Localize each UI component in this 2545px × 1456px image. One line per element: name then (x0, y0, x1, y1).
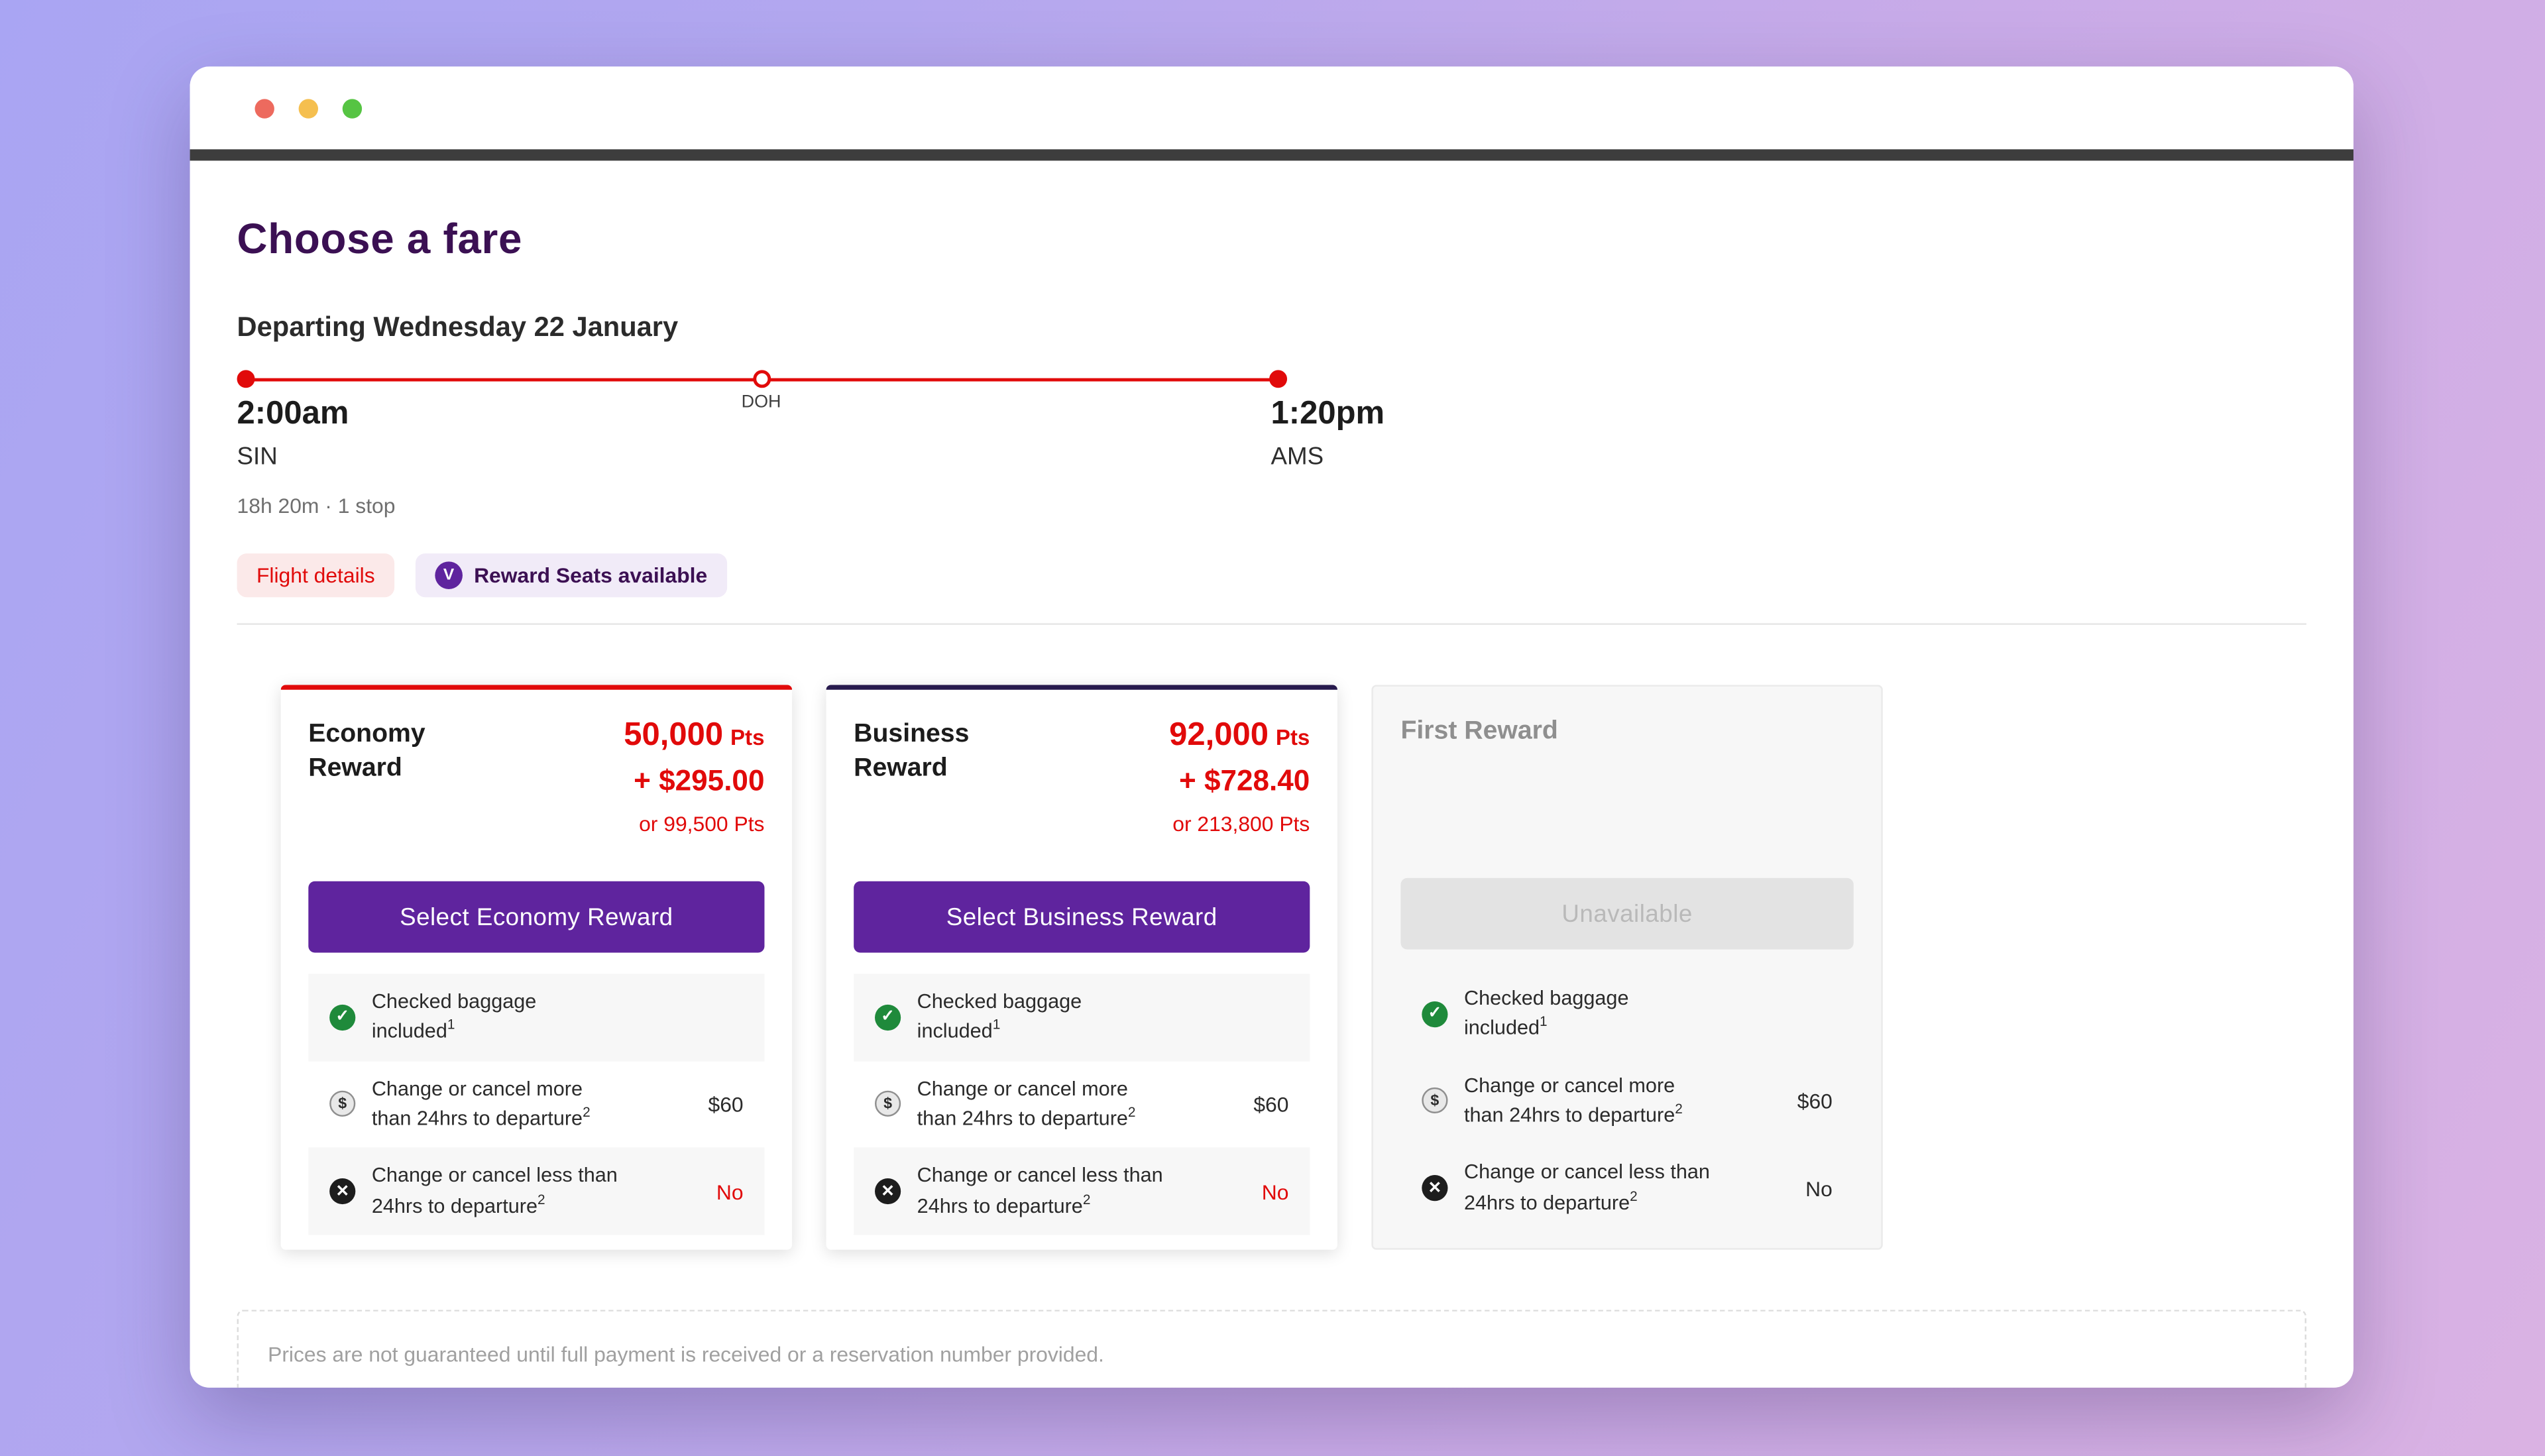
benefit-value: No (1261, 1179, 1289, 1204)
benefit-row: $ Change or cancel more than 24hrs to de… (308, 1061, 764, 1148)
check-icon: ✓ (875, 1004, 901, 1031)
cross-icon: ✕ (329, 1178, 356, 1205)
benefit-text: Checked baggage included1 (1463, 986, 1629, 1040)
fare-pricing: 50,000 Pts + $295.00 or 99,500 Pts (624, 717, 764, 881)
destination-dot (1269, 370, 1288, 388)
benefits-list: ✓ Checked baggage included1 $ Change or … (854, 974, 1310, 1235)
dollar-icon: $ (329, 1091, 356, 1118)
benefit-row: ✓ Checked baggage included1 (854, 974, 1310, 1061)
fare-card-header: Business Reward 92,000 Pts + $728.40 or … (854, 717, 1310, 881)
benefit-row: $ Change or cancel more than 24hrs to de… (1400, 1058, 1853, 1145)
fare-name: Business Reward (854, 720, 970, 783)
window-titlebar (190, 66, 2354, 150)
fare-points: 50,000 Pts (624, 717, 765, 754)
flight-duration: 18h 20m · 1 stop (237, 493, 396, 518)
minimize-button[interactable] (298, 98, 319, 118)
fare-points: 92,000 Pts (1169, 717, 1310, 754)
fare-name: Economy Reward (308, 720, 425, 783)
dollar-icon: $ (875, 1091, 901, 1118)
fare-card-first-reward: First Reward Unavailable ✓ Checked bagga… (1371, 685, 1883, 1250)
benefit-text: Change or cancel more than 24hrs to depa… (917, 1077, 1136, 1130)
benefit-row: ✓ Checked baggage included1 (308, 974, 765, 1061)
fare-cash: + $295.00 (634, 764, 765, 797)
flight-times: 2:00am SIN 1:20pm AMS (237, 396, 2306, 477)
window-accent-bar (190, 149, 2354, 161)
benefit-row: $ Change or cancel more than 24hrs to de… (854, 1061, 1310, 1148)
departure-block: 2:00am SIN (237, 396, 349, 471)
fare-page: Choose a fare Departing Wednesday 22 Jan… (190, 217, 2353, 1388)
fare-name: First Reward (1400, 717, 1558, 746)
fare-card-business-reward: Business Reward 92,000 Pts + $728.40 or … (826, 685, 1337, 1250)
benefit-text: Change or cancel more than 24hrs to depa… (371, 1077, 591, 1130)
velocity-icon: V (435, 561, 463, 589)
arrival-airport-code: AMS (1271, 443, 1324, 471)
dollar-icon: $ (1422, 1088, 1448, 1115)
select-economy-reward-button[interactable]: Select Economy Reward (308, 881, 765, 953)
fare-cards-row: Economy Reward 50,000 Pts + $295.00 or 9… (237, 685, 2306, 1250)
benefit-row: ✕ Change or cancel less than 24hrs to de… (1400, 1145, 1853, 1231)
zoom-button[interactable] (342, 98, 363, 118)
fare-alt-points: or 99,500 Pts (639, 811, 765, 836)
section-divider (237, 623, 2307, 625)
benefit-text: Change or cancel more than 24hrs to depa… (1463, 1074, 1683, 1127)
app-window: Choose a fare Departing Wednesday 22 Jan… (190, 66, 2354, 1388)
arrival-block: 1:20pm AMS (1271, 396, 1385, 471)
select-business-reward-button[interactable]: Select Business Reward (854, 881, 1310, 953)
close-button[interactable] (254, 98, 274, 118)
stopover-code-label: DOH (741, 392, 781, 413)
benefit-text: Change or cancel less than 24hrs to depa… (371, 1164, 618, 1217)
benefit-text: Checked baggage included1 (371, 989, 537, 1043)
reward-seats-label: Reward Seats available (474, 563, 708, 588)
benefit-value: No (1805, 1176, 1833, 1201)
check-icon: ✓ (1422, 1001, 1448, 1027)
origin-dot (237, 370, 255, 388)
price-disclaimer: Prices are not guaranteed until full pay… (237, 1310, 2307, 1388)
page-title: Choose a fare (237, 214, 523, 263)
flight-chips-row: Flight details V Reward Seats available (237, 553, 2306, 598)
fare-alt-points: or 213,800 Pts (1172, 811, 1310, 836)
benefit-row: ✕ Change or cancel less than 24hrs to de… (308, 1148, 765, 1235)
flight-route-timeline: DOH (237, 370, 2306, 412)
unavailable-button[interactable]: Unavailable (1400, 877, 1854, 950)
benefit-text: Change or cancel less than 24hrs to depa… (1463, 1160, 1710, 1214)
check-icon: ✓ (329, 1004, 356, 1031)
benefit-text: Change or cancel less than 24hrs to depa… (917, 1164, 1163, 1217)
fare-pricing: 92,000 Pts + $728.40 or 213,800 Pts (1169, 717, 1310, 881)
benefit-text: Checked baggage included1 (917, 989, 1082, 1043)
fare-card-header: First Reward (1400, 714, 1853, 878)
flight-details-chip[interactable]: Flight details (237, 553, 395, 598)
cross-icon: ✕ (875, 1178, 901, 1205)
benefit-row: ✕ Change or cancel less than 24hrs to de… (854, 1148, 1310, 1235)
benefits-list: ✓ Checked baggage included1 $ Change or … (308, 974, 765, 1235)
cross-icon: ✕ (1422, 1175, 1448, 1202)
fare-cash: + $728.40 (1178, 764, 1310, 797)
benefit-value: $60 (1797, 1089, 1833, 1113)
reward-seats-badge: V Reward Seats available (415, 553, 727, 598)
departure-date-heading: Departing Wednesday 22 January (237, 311, 679, 343)
arrival-time: 1:20pm (1271, 396, 1385, 432)
benefit-row: ✓ Checked baggage included1 (1400, 970, 1853, 1057)
benefits-list: ✓ Checked baggage included1 $ Change or … (1400, 970, 1853, 1231)
benefit-value: $60 (1253, 1092, 1289, 1117)
departure-airport-code: SIN (237, 443, 278, 471)
departure-time: 2:00am (237, 396, 349, 432)
benefit-value: $60 (708, 1092, 744, 1117)
stopover-dot (753, 370, 771, 388)
fare-card-header: Economy Reward 50,000 Pts + $295.00 or 9… (308, 717, 764, 881)
benefit-value: No (716, 1179, 744, 1204)
fare-card-economy-reward: Economy Reward 50,000 Pts + $295.00 or 9… (280, 685, 793, 1250)
